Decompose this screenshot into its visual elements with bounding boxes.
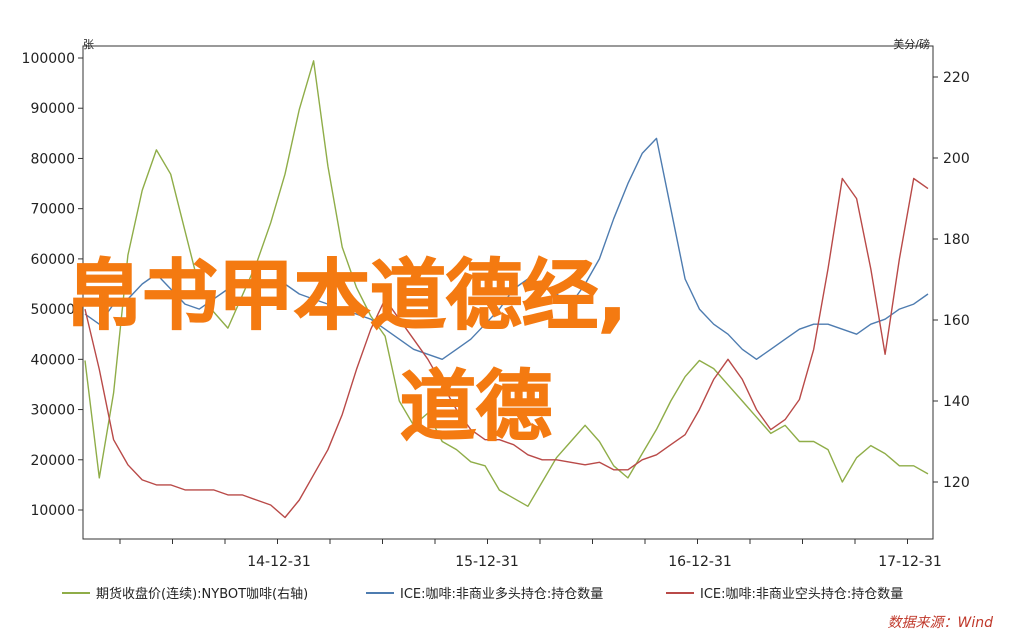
right-axis: 220 200 180 160 140 120 — [933, 70, 970, 491]
legend-label-net-short: ICE:咖啡:非商业空头持仓:持仓数量 — [700, 587, 903, 602]
right-tick-label: 160 — [943, 313, 970, 329]
series-line-net-short — [84, 177, 929, 519]
left-tick-label: 70000 — [30, 202, 75, 218]
x-tick-label: 15-12-31 — [455, 554, 519, 570]
left-tick-label: 50000 — [30, 302, 75, 318]
series-line-price — [84, 60, 929, 507]
x-tick-label: 17-12-31 — [878, 554, 942, 570]
series-line-net-long — [84, 137, 929, 360]
series-lines — [84, 60, 929, 519]
right-tick-label: 120 — [943, 475, 970, 491]
left-tick-label: 40000 — [30, 352, 75, 368]
right-tick-label: 200 — [943, 151, 970, 167]
right-tick-label: 180 — [943, 232, 970, 248]
legend: 期货收盘价(连续):NYBOT咖啡(右轴) ICE:咖啡:非商业多头持仓:持仓数… — [62, 586, 903, 602]
legend-label-net-long: ICE:咖啡:非商业多头持仓:持仓数量 — [400, 586, 603, 602]
left-tick-label: 60000 — [30, 252, 75, 268]
left-axis-title: 张 — [83, 38, 94, 51]
left-axis: 100000 90000 80000 70000 60000 50000 40000 3000… — [22, 51, 83, 519]
right-tick-label: 220 — [943, 70, 970, 86]
right-tick-label: 140 — [943, 394, 970, 410]
x-axis: 14-12-31 15-12-31 16-12-31 17-12-31 — [119, 539, 942, 570]
left-tick-label: 90000 — [30, 101, 75, 117]
left-tick-label: 10000 — [30, 503, 75, 519]
source-label: 数据来源：Wind — [888, 615, 994, 631]
overlay-title-line1: 帛书甲本道德经, — [66, 251, 627, 340]
x-tick-label: 16-12-31 — [668, 554, 732, 570]
plot-frame — [82, 45, 934, 540]
left-tick-label: 20000 — [30, 453, 75, 469]
right-axis-title: 美分/磅 — [893, 37, 930, 51]
left-tick-label: 30000 — [30, 403, 75, 419]
left-tick-label: 80000 — [30, 151, 75, 167]
x-tick-label: 14-12-31 — [247, 554, 311, 570]
legend-label-price: 期货收盘价(连续):NYBOT咖啡(右轴) — [96, 586, 308, 602]
overlay-title-line2: 道德 — [400, 362, 552, 451]
left-tick-label: 100000 — [22, 51, 75, 67]
